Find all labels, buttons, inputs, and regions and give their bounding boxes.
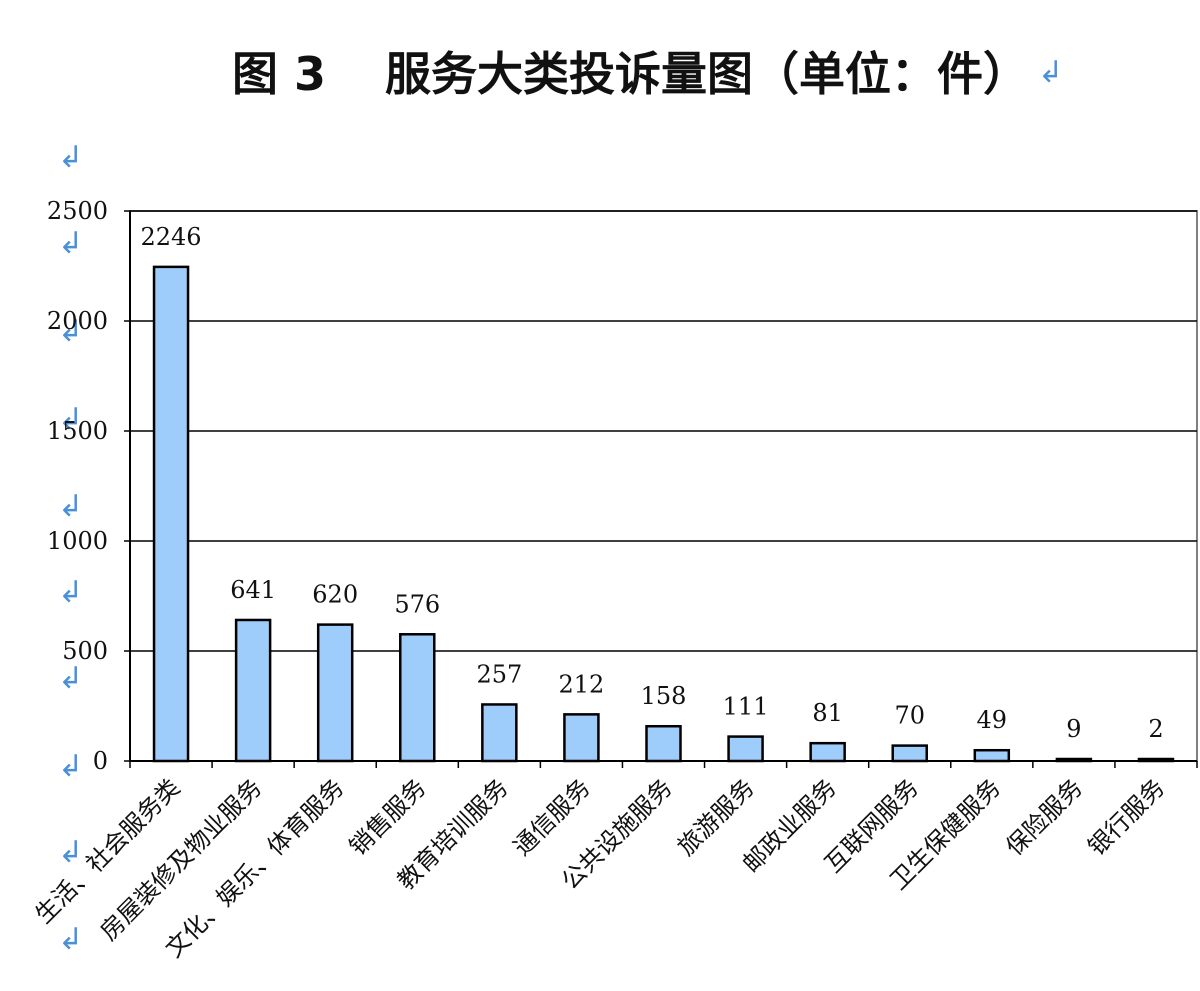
paragraph-mark-icon: ↲: [58, 922, 84, 957]
bar: [152, 265, 190, 763]
data-label: 257: [476, 660, 522, 688]
data-label: 49: [977, 706, 1008, 734]
chart-title-row: 图 3 服务大类投诉量图（单位：件） ↲: [0, 38, 1200, 108]
category-label: 银行服务: [1083, 773, 1171, 861]
bar: [399, 633, 436, 763]
bar: [891, 744, 928, 763]
paragraph-mark-icon: ↲: [58, 661, 84, 696]
y-tick-label: 2000: [47, 307, 108, 335]
bar: [234, 618, 272, 763]
data-label: 70: [894, 702, 925, 730]
bar: [1055, 757, 1093, 763]
paragraph-mark-icon: ↲: [58, 402, 84, 437]
data-label: 641: [230, 576, 276, 604]
bar: [563, 713, 600, 763]
data-label: 111: [723, 693, 769, 721]
y-tick-label: 1500: [47, 417, 108, 445]
paragraph-mark-icon: ↲: [58, 314, 84, 349]
paragraph-mark-icon: ↲: [58, 835, 84, 870]
plot-area: [129, 210, 1198, 762]
bar: [809, 741, 846, 763]
chart-title: 服务大类投诉量图（单位：件）: [385, 47, 1029, 101]
data-label: 620: [312, 581, 358, 609]
paragraph-mark-icon: ↲: [58, 749, 84, 784]
bar: [481, 703, 518, 763]
bar: [973, 748, 1011, 763]
data-label: 212: [559, 670, 605, 698]
data-label: 81: [812, 699, 843, 727]
y-tick-label: 2500: [47, 197, 108, 225]
bar: [316, 623, 354, 763]
paragraph-mark-icon: ↲: [58, 489, 84, 524]
paragraph-mark-icon: ↲: [58, 226, 84, 261]
category-label: 生活、社会服务类: [30, 773, 186, 929]
data-label: 158: [641, 682, 687, 710]
data-label: 2246: [140, 223, 201, 251]
paragraph-mark-icon: ↲: [1038, 55, 1064, 90]
y-tick-label: 0: [93, 747, 108, 775]
category-label: 房屋装修及物业服务: [95, 773, 268, 946]
bar: [1137, 757, 1175, 763]
y-tick-label: 500: [62, 637, 108, 665]
paragraph-mark-icon: ↲: [58, 140, 84, 175]
data-label: 2: [1148, 715, 1163, 743]
bar: [645, 724, 682, 763]
category-label: 保险服务: [1000, 773, 1088, 861]
figure-number: 图 3: [232, 47, 327, 101]
data-label: 9: [1066, 715, 1081, 743]
paragraph-mark-icon: ↲: [58, 575, 84, 610]
bar: [727, 735, 764, 763]
y-tick-label: 1000: [47, 527, 108, 555]
data-label: 576: [394, 590, 440, 618]
